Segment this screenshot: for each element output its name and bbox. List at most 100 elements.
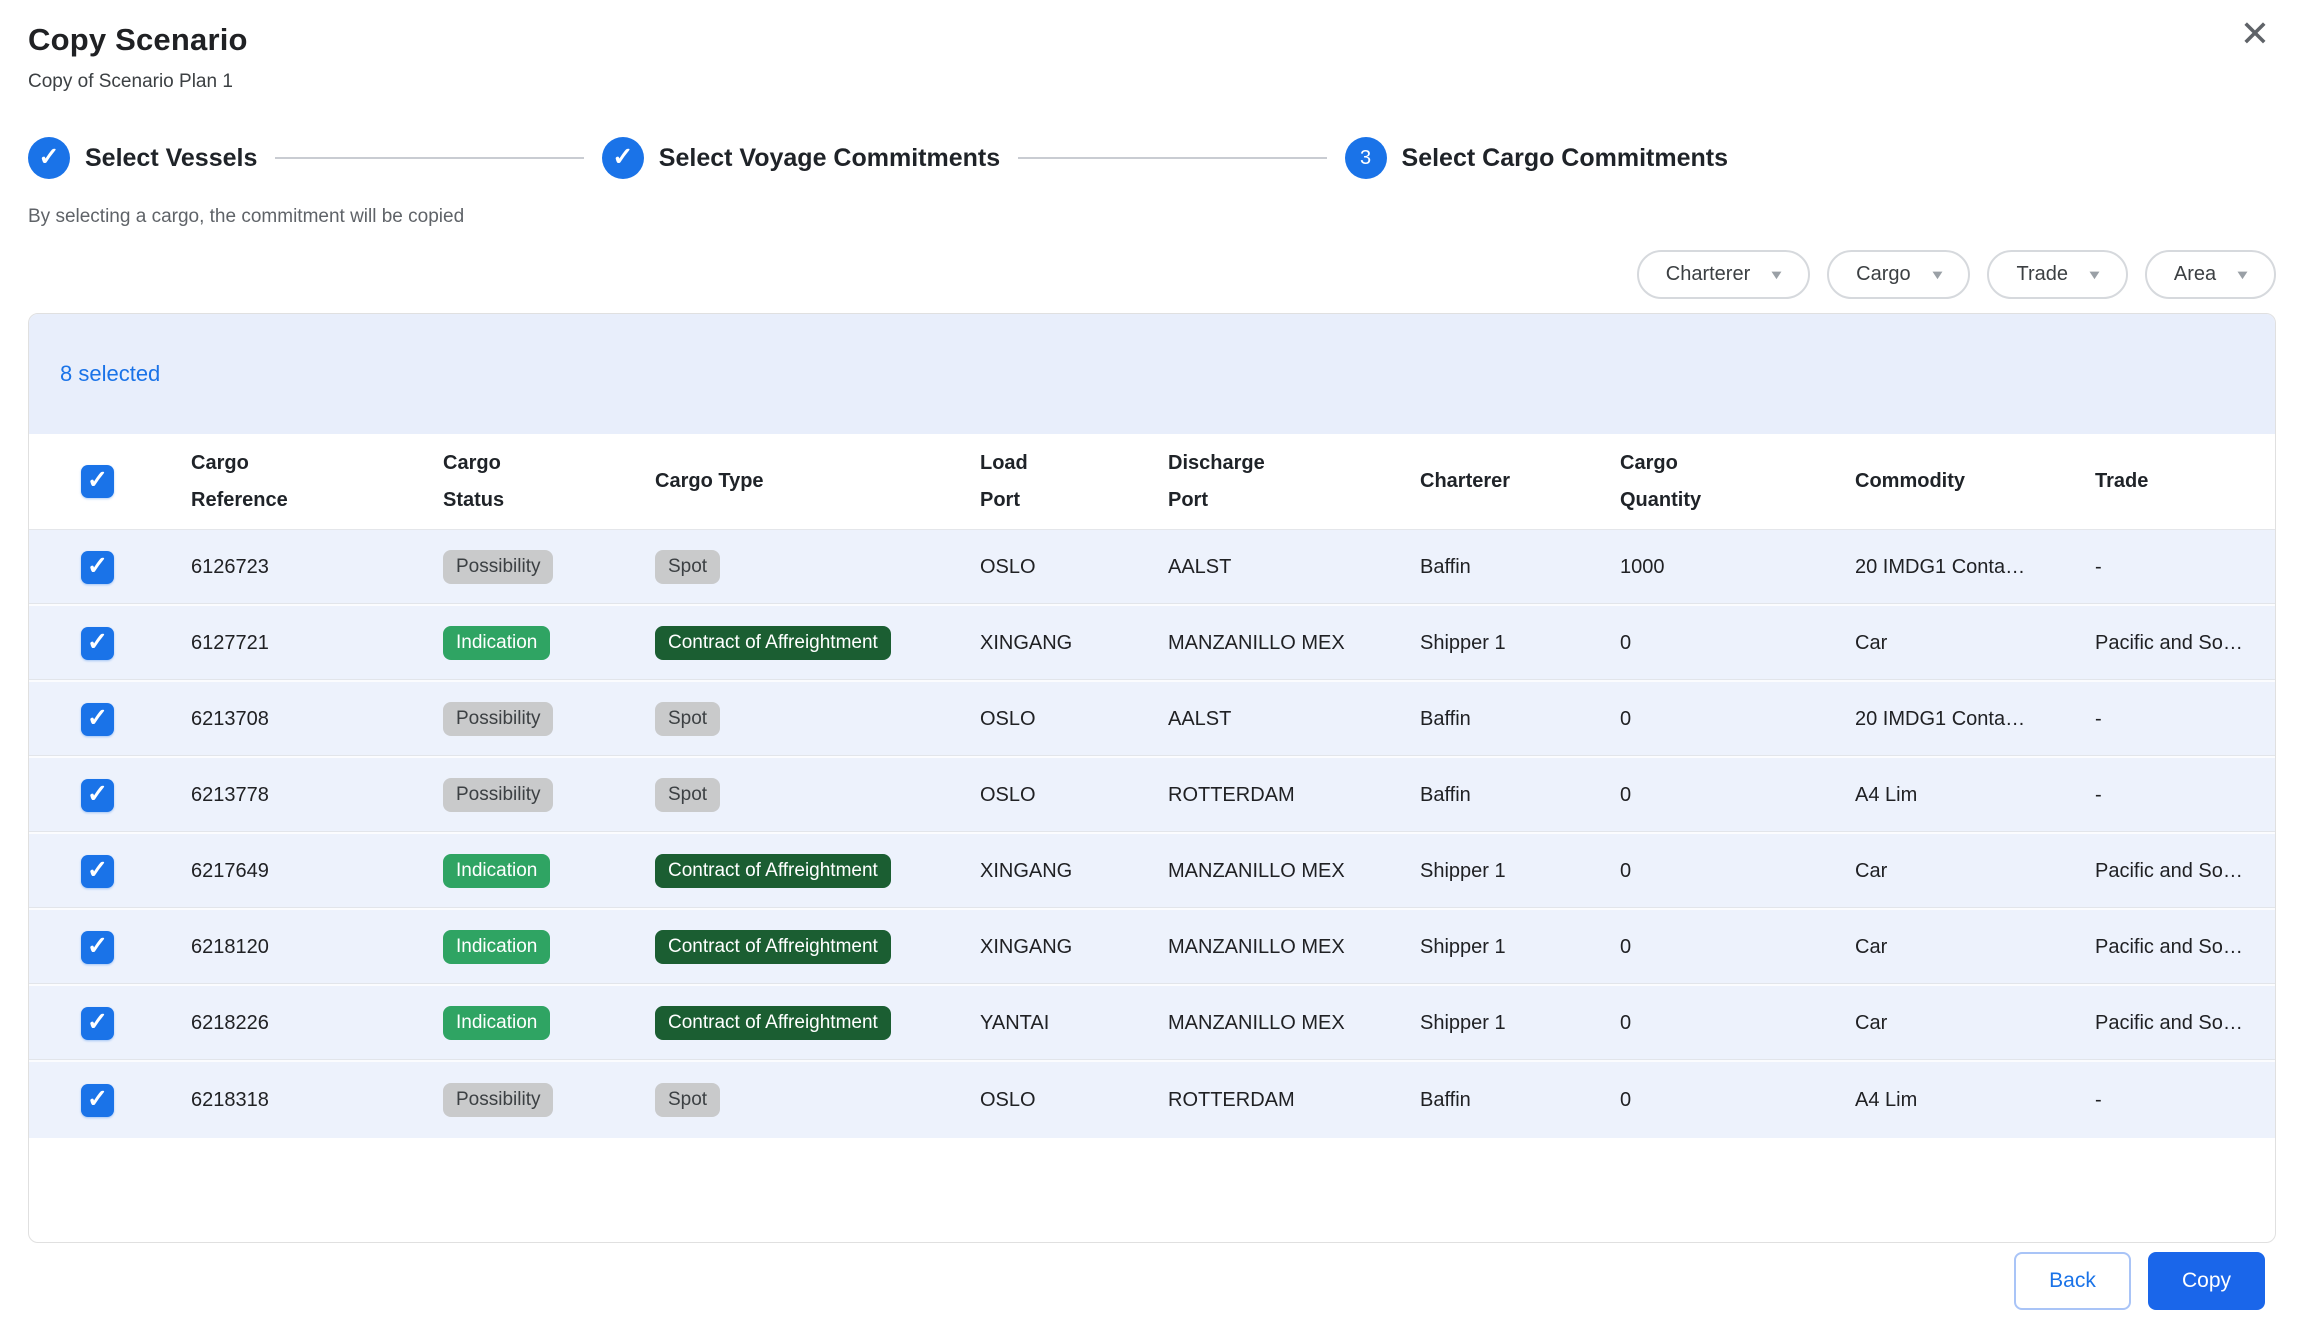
trade-cell: Pacific and So… [2095,1011,2243,1034]
check-icon: ✓ [87,779,108,808]
discharge-port-cell: ROTTERDAM [1168,1088,1295,1111]
filter-area[interactable]: Area ▼ [2144,250,2276,299]
check-icon: ✓ [87,466,108,494]
cargo-type-cell: Spot [655,549,980,585]
cargo-status-cell: Indication [443,1005,655,1041]
load-port-cell: OSLO [980,783,1036,806]
filter-trade[interactable]: Trade ▼ [1987,250,2128,299]
commodity-cell: 20 IMDG1 Conta… [1855,555,2026,578]
table-body: ✓ 6126723 Possibility Spot OSLO AALST Baffin 10… [29,530,2275,1138]
row-checkbox-cell: ✓ [29,778,191,812]
step-select-vessels[interactable]: ✓ Select Vessels [28,137,257,179]
row-checkbox[interactable]: ✓ [81,930,114,964]
step-complete-icon: ✓ [28,137,70,179]
header-checkbox-cell: ✓ [29,465,191,498]
column-header-3: Load Port [980,451,1028,511]
discharge-port-cell: MANZANILLO MEX [1168,1011,1345,1034]
cargo-quantity-cell: 0 [1620,707,1632,730]
load-port-cell: XINGANG [980,631,1073,654]
row-checkbox[interactable]: ✓ [81,1006,114,1040]
close-icon[interactable]: ✕ [2239,13,2270,54]
selection-banner: 8 selected [29,314,2275,434]
cargo-quantity-cell: 1000 [1620,555,1665,578]
page-title: Copy Scenario [28,22,248,57]
cargo-commitments-table: 8 selected ✓ Cargo Reference Cargo Status… [28,313,2276,1243]
step-complete-icon: ✓ [601,137,644,179]
row-checkbox[interactable]: ✓ [81,702,114,736]
cargo-type-cell: Spot [655,701,980,737]
column-header-7: Commodity [1855,470,1965,492]
cargo-type-badge: Spot [655,1082,721,1118]
row-checkbox-cell: ✓ [29,702,191,736]
filter-charterer[interactable]: Charterer ▼ [1636,250,1811,299]
step-select-cargo-commitments[interactable]: 3 Select Cargo Commitments [1344,137,1728,179]
column-header-0: Cargo Reference [191,451,288,511]
trade-cell: - [2095,707,2102,730]
table-header-row: ✓ Cargo Reference Cargo Status Cargo Type L… [29,434,2275,530]
column-header-2: Cargo Type [655,470,764,492]
check-icon: ✓ [87,1084,108,1113]
charterer-cell: Baffin [1420,555,1471,578]
trade-cell: Pacific and So… [2095,631,2243,654]
row-checkbox[interactable]: ✓ [81,778,114,812]
commodity-cell: Car [1855,935,1888,958]
cargo-type-badge: Contract of Affreightment [655,853,891,889]
check-icon: ✓ [87,703,108,732]
cargo-quantity-cell: 0 [1620,631,1632,654]
stepper-connector [1018,157,1327,159]
charterer-cell: Baffin [1420,707,1471,730]
cargo-status-cell: Possibility [443,701,655,737]
row-checkbox-cell: ✓ [29,626,191,660]
row-checkbox[interactable]: ✓ [81,550,114,584]
select-all-checkbox[interactable]: ✓ [81,465,114,498]
cargo-type-cell: Contract of Affreightment [655,853,980,889]
check-icon: ✓ [87,931,108,960]
commodity-cell: Car [1855,859,1888,882]
cargo-type-badge: Spot [655,701,721,737]
status-badge: Indication [443,929,551,965]
cargo-type-badge: Spot [655,549,721,585]
cargo-type-badge: Contract of Affreightment [655,1005,891,1041]
discharge-port-cell: AALST [1168,555,1232,578]
status-badge: Possibility [443,1082,554,1118]
trade-cell: - [2095,783,2102,806]
discharge-port-cell: MANZANILLO MEX [1168,859,1345,882]
step-label: Select Cargo Commitments [1401,143,1728,172]
cargo-status-cell: Indication [443,853,655,889]
row-checkbox-cell: ✓ [29,1083,191,1117]
filter-bar: Charterer ▼ Cargo ▼ Trade ▼ Area ▼ [28,250,2276,299]
status-badge: Possibility [443,777,554,813]
charterer-cell: Shipper 1 [1420,935,1506,958]
discharge-port-cell: MANZANILLO MEX [1168,935,1345,958]
status-badge: Possibility [443,549,554,585]
row-checkbox[interactable]: ✓ [81,854,114,888]
dialog-subtitle: Copy of Scenario Plan 1 [28,71,233,92]
stepper-connector [275,157,584,159]
table-row: ✓ 6218226 Indication Contract of Affreightm… [29,986,2275,1062]
cargo-type-cell: Contract of Affreightment [655,1005,980,1041]
cargo-status-cell: Possibility [443,549,655,585]
chevron-down-icon: ▼ [2086,267,2103,282]
row-checkbox[interactable]: ✓ [81,1083,114,1117]
charterer-cell: Baffin [1420,783,1471,806]
copy-button[interactable]: Copy [2148,1252,2265,1310]
cargo-type-badge: Contract of Affreightment [655,929,891,965]
charterer-cell: Shipper 1 [1420,1011,1506,1034]
cargo-quantity-cell: 0 [1620,1011,1632,1034]
cargo-reference-cell: 6217649 [191,859,269,882]
cargo-status-cell: Indication [443,625,655,661]
charterer-cell: Shipper 1 [1420,631,1506,654]
check-icon: ✓ [87,855,108,884]
filter-label: Area [2173,263,2217,285]
back-button[interactable]: Back [2014,1252,2131,1310]
row-checkbox[interactable]: ✓ [81,626,114,660]
column-header-8: Trade [2095,470,2149,492]
cargo-quantity-cell: 0 [1620,783,1632,806]
step-select-voyage-commitments[interactable]: ✓ Select Voyage Commitments [601,137,1000,179]
column-header-5: Charterer [1420,470,1511,492]
cargo-reference-cell: 6213708 [191,707,269,730]
cargo-type-cell: Spot [655,1082,980,1118]
filter-cargo[interactable]: Cargo ▼ [1827,250,1971,299]
status-badge: Possibility [443,701,554,737]
